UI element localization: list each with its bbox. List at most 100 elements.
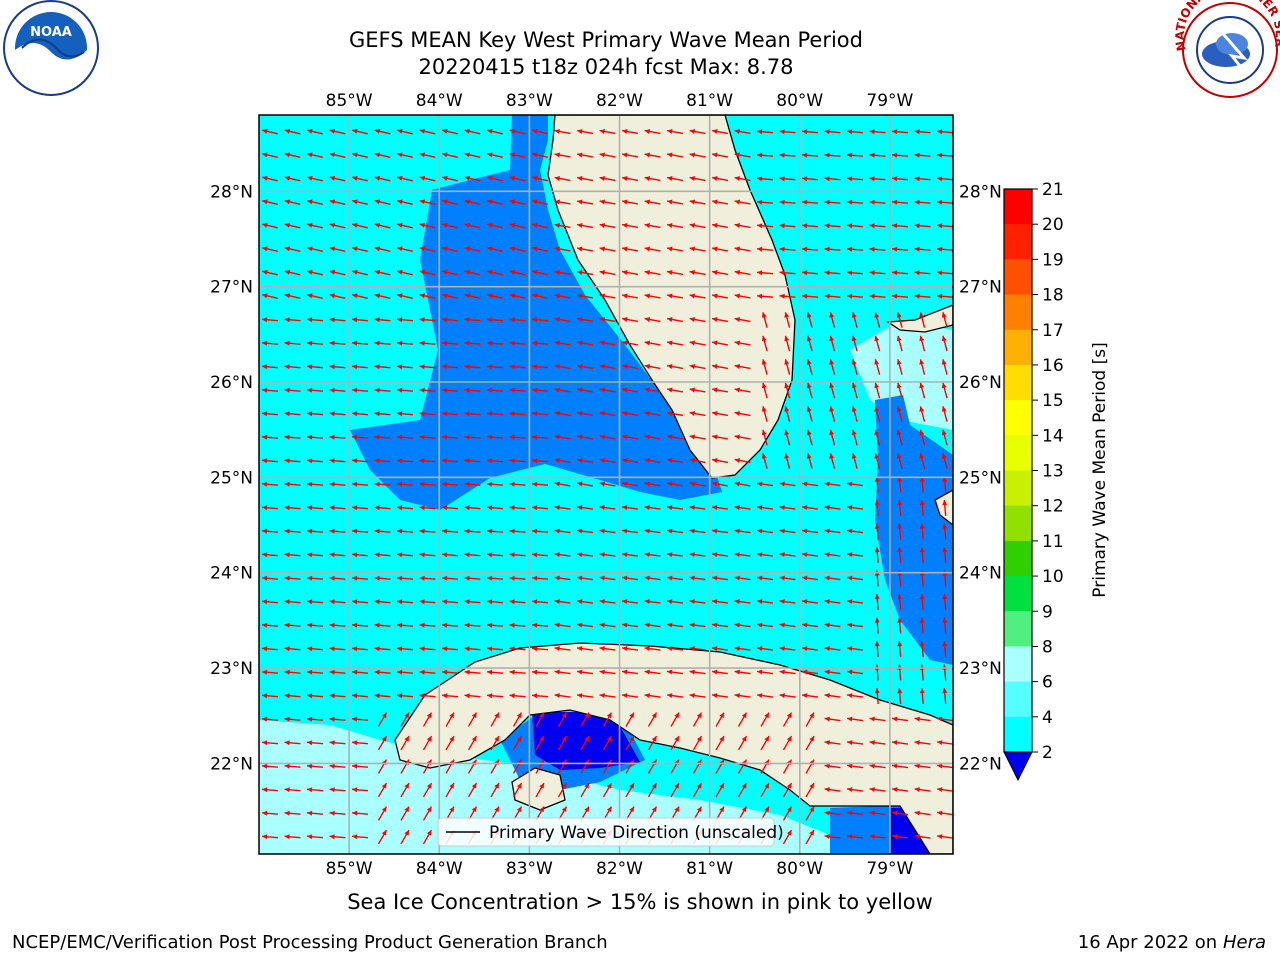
wave-arrow — [509, 552, 526, 558]
wave-arrow — [351, 552, 369, 558]
wave-arrow — [621, 528, 639, 534]
latitude-label: 28°N — [210, 182, 253, 202]
wave-arrow — [711, 199, 729, 205]
colorbar-segment — [1004, 400, 1032, 436]
wave-arrow — [756, 505, 774, 511]
wave-arrow — [284, 458, 301, 464]
wave-arrow — [779, 129, 796, 135]
wave-arrow — [936, 223, 953, 229]
wave-arrow — [621, 246, 639, 252]
wave-arrow — [531, 317, 549, 323]
wave-arrow — [734, 293, 751, 299]
wave-arrow — [942, 687, 948, 705]
wave-arrow — [487, 222, 503, 229]
wave-arrow — [599, 434, 616, 440]
wave-arrow — [284, 505, 301, 511]
wave-arrow — [487, 152, 503, 158]
wave-arrow — [621, 575, 639, 581]
wave-arrow — [761, 453, 768, 469]
wave-arrow — [734, 387, 751, 393]
wave-arrow — [284, 199, 301, 205]
wave-arrow — [711, 152, 729, 158]
wave-arrow — [532, 293, 548, 299]
wave-arrow — [490, 712, 500, 727]
wave-arrow — [486, 317, 504, 323]
wave-arrow — [621, 599, 639, 605]
wave-arrow — [801, 599, 819, 605]
wave-arrow — [509, 599, 526, 605]
longitude-label: 81°W — [686, 91, 733, 111]
wave-arrow — [941, 359, 948, 375]
wave-arrow — [829, 453, 836, 469]
wave-arrow — [784, 429, 791, 446]
wave-arrow — [599, 152, 616, 158]
wave-arrow — [307, 199, 323, 205]
wave-arrow — [284, 763, 301, 769]
wave-arrow — [532, 175, 548, 182]
wave-arrow — [914, 763, 931, 769]
andros-island — [934, 489, 953, 526]
wave-arrow — [419, 128, 436, 135]
wave-arrow — [486, 434, 504, 440]
wave-arrow — [644, 317, 661, 323]
map-title: GEFS MEAN Key West Primary Wave Mean Per… — [349, 28, 863, 52]
wave-arrow — [487, 269, 503, 276]
wave-arrow — [262, 199, 278, 205]
wave-arrow — [509, 458, 526, 464]
wave-arrow — [261, 552, 279, 558]
wave-arrow — [284, 293, 301, 299]
wave-arrow — [464, 646, 481, 652]
wave-arrow — [374, 693, 391, 699]
wave-arrow — [891, 716, 909, 722]
wave-arrow — [329, 575, 346, 581]
wave-arrow — [666, 223, 684, 229]
wave-arrow — [374, 340, 391, 346]
wave-arrow — [306, 552, 324, 558]
wave-arrow — [734, 693, 751, 699]
wave-arrow — [374, 152, 391, 158]
wave-arrow — [644, 270, 661, 276]
wave-arrow — [532, 199, 548, 205]
wave-arrow — [846, 716, 864, 722]
wave-arrow — [689, 317, 706, 323]
wave-arrow — [374, 481, 391, 487]
wave-arrow — [397, 175, 413, 182]
wave-arrow — [805, 829, 815, 845]
date-stamp: 16 Apr 2022 on Hera — [1077, 932, 1266, 953]
wave-arrow — [644, 528, 661, 534]
wave-arrow — [512, 782, 523, 798]
wave-arrow — [784, 359, 791, 375]
wave-arrow — [761, 406, 768, 422]
wave-arrow — [806, 359, 813, 375]
colorbar-extend — [1003, 751, 1033, 782]
wave-arrow — [644, 458, 661, 464]
wave-arrow — [846, 152, 864, 158]
wave-arrow — [576, 622, 594, 628]
wave-arrow — [486, 575, 504, 581]
wave-arrow — [644, 199, 661, 205]
wave-arrow — [419, 646, 436, 652]
wave-arrow — [846, 693, 864, 699]
wave-arrow — [419, 317, 436, 323]
wave-arrow — [666, 528, 684, 534]
wave-arrow — [914, 199, 931, 205]
wave-arrow — [689, 293, 706, 299]
wave-arrow — [734, 622, 751, 628]
wave-arrow — [441, 575, 459, 581]
wave-arrow — [869, 293, 886, 299]
wave-arrow — [782, 735, 793, 751]
wave-arrow — [621, 434, 639, 440]
wave-arrow — [419, 387, 436, 393]
wave-arrow — [784, 312, 791, 328]
wave-arrow — [824, 528, 841, 534]
wave-arrow — [644, 364, 661, 370]
wave-arrow — [644, 669, 661, 675]
wave-arrow — [824, 834, 841, 840]
wave-arrow — [261, 528, 279, 534]
wave-arrow — [891, 270, 909, 276]
wave-arrow — [351, 599, 369, 605]
wave-arrow — [261, 317, 279, 323]
wave-arrow — [441, 411, 459, 417]
wave-arrow — [554, 411, 571, 417]
graticule — [259, 115, 953, 854]
